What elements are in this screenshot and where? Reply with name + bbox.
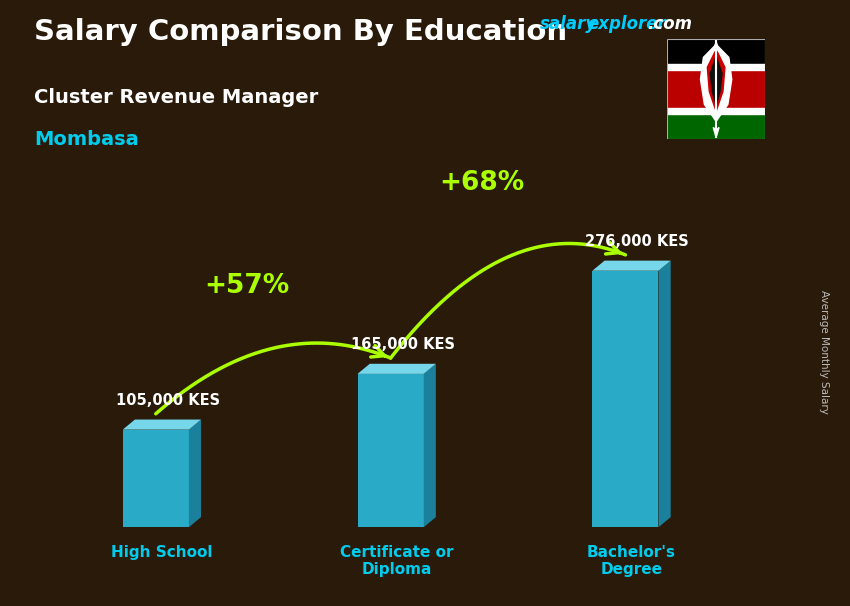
Text: +68%: +68% (439, 170, 524, 196)
Text: 276,000 KES: 276,000 KES (586, 234, 689, 249)
Polygon shape (713, 127, 719, 138)
Polygon shape (700, 44, 732, 121)
Text: Cluster Revenue Manager: Cluster Revenue Manager (34, 88, 318, 107)
Text: +57%: +57% (205, 273, 290, 299)
Text: Certificate or
Diploma: Certificate or Diploma (340, 545, 453, 577)
Polygon shape (711, 56, 722, 105)
Polygon shape (659, 261, 671, 527)
Bar (667, 64, 765, 70)
Polygon shape (122, 430, 189, 527)
Polygon shape (189, 419, 201, 527)
Polygon shape (122, 419, 201, 430)
Bar (667, 112, 765, 139)
Polygon shape (423, 364, 436, 527)
Text: Salary Comparison By Education: Salary Comparison By Education (34, 18, 567, 46)
Polygon shape (713, 41, 719, 52)
Text: Mombasa: Mombasa (34, 130, 139, 149)
Polygon shape (592, 271, 659, 527)
Text: Bachelor's
Degree: Bachelor's Degree (587, 545, 676, 577)
Bar (667, 108, 765, 115)
Text: Average Monthly Salary: Average Monthly Salary (819, 290, 829, 413)
Text: 105,000 KES: 105,000 KES (116, 393, 220, 408)
Text: explorer: explorer (587, 15, 666, 33)
Polygon shape (592, 261, 671, 271)
Polygon shape (358, 374, 423, 527)
Bar (667, 67, 765, 112)
Bar (667, 39, 765, 67)
Text: salary: salary (540, 15, 597, 33)
Text: 165,000 KES: 165,000 KES (350, 338, 455, 352)
Polygon shape (707, 50, 725, 112)
Text: .com: .com (648, 15, 693, 33)
Polygon shape (358, 364, 436, 374)
Text: High School: High School (111, 545, 212, 559)
